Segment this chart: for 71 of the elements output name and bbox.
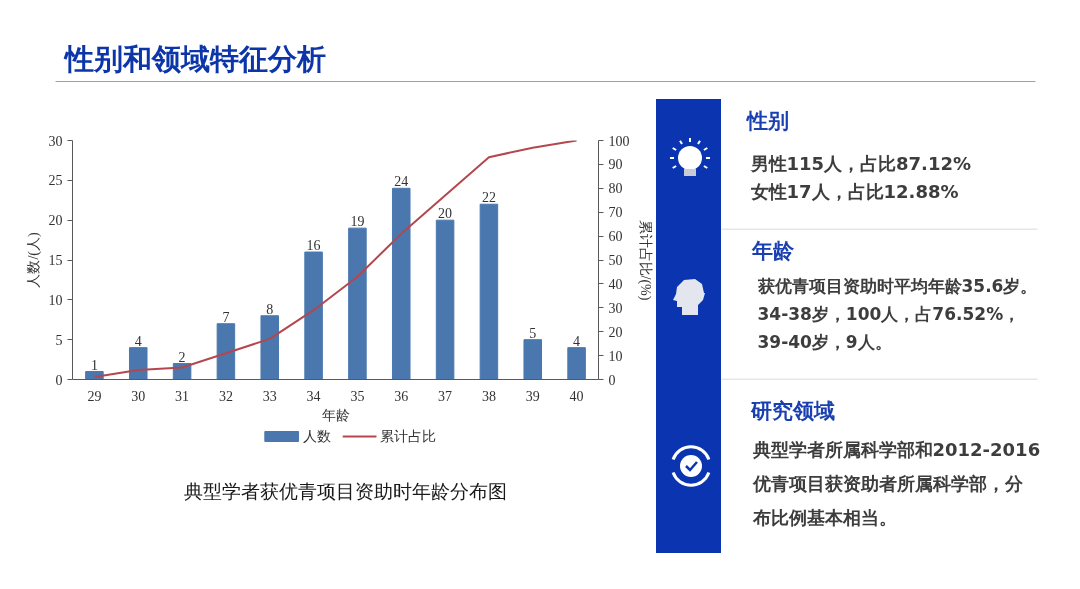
- text: 研究领域: [749, 398, 835, 423]
- y-tick-label: 0: [55, 372, 63, 388]
- y-tick-label: 10: [48, 292, 63, 308]
- text: 女性17人，占比12.88%: [749, 181, 959, 202]
- data-label: 22: [481, 190, 496, 206]
- x-tick-label: 29: [87, 388, 102, 404]
- text: 男性115人，占比87.12%: [749, 153, 972, 174]
- y2-tick-label: 40: [608, 276, 623, 292]
- data-label: 19: [350, 214, 365, 230]
- y2-tick-label: 90: [608, 157, 623, 173]
- text: 34-38岁，100人，占76.52%，: [757, 303, 1021, 324]
- bar: [435, 219, 455, 380]
- data-label: 8: [266, 301, 274, 317]
- y2-tick-label: 60: [608, 229, 623, 245]
- bar: [128, 347, 148, 380]
- bar: [567, 347, 586, 380]
- x-tick-label: 32: [218, 388, 233, 404]
- bar: [479, 203, 499, 380]
- x-tick-label: 31: [175, 388, 190, 404]
- y2-axis-title: 累计占比/(%): [636, 219, 653, 301]
- y-tick-label: 20: [48, 213, 63, 229]
- y-tick-label: 30: [48, 133, 63, 149]
- y2-tick-label: 50: [608, 253, 623, 268]
- y-tick-label: 15: [48, 253, 63, 268]
- bar: [391, 187, 411, 380]
- text: 优青项目获资助者所属科学部，分: [751, 473, 1024, 494]
- y2-tick-label: 30: [608, 300, 623, 316]
- x-tick-label: 37: [438, 388, 453, 404]
- y2-tick-label: 20: [608, 324, 623, 340]
- text: 性别: [744, 108, 789, 133]
- x-tick-label: 38: [481, 388, 496, 404]
- x-tick-label: 33: [262, 388, 277, 404]
- line-series: [93, 140, 578, 379]
- text: 39-40岁，9人。: [757, 331, 892, 352]
- y2-tick-label: 0: [608, 372, 616, 388]
- text: 典型学者获优青项目资助时年龄分布图: [183, 479, 507, 502]
- x-tick-label: 34: [306, 388, 321, 404]
- data-label: 1: [90, 357, 98, 373]
- y2-tick-label: 80: [608, 181, 623, 197]
- data-label: 5: [529, 325, 537, 341]
- x-tick-label: 36: [394, 388, 409, 404]
- data-label: 4: [134, 333, 142, 349]
- bar: [523, 339, 543, 380]
- y-axis-title: 人数/(人): [25, 232, 42, 288]
- y2-tick-label: 100: [608, 133, 630, 149]
- x-tick-label: 40: [569, 388, 584, 404]
- legend-label: 累计占比: [380, 429, 437, 444]
- data-label: 24: [394, 174, 409, 190]
- y-tick-label: 5: [55, 332, 63, 348]
- data-label: 4: [573, 333, 581, 349]
- y2-tick-label: 10: [608, 348, 623, 364]
- data-label: 20: [438, 206, 453, 222]
- text: 布比例基本相当。: [751, 507, 897, 528]
- text: 典型学者所属科学部和2012-2016: [751, 439, 1041, 460]
- text: 年龄: [750, 238, 795, 263]
- x-tick-label: 30: [131, 388, 146, 404]
- legend-label: 人数: [302, 429, 331, 444]
- bar: [304, 251, 323, 380]
- x-axis-title: 年龄: [321, 407, 350, 423]
- y-tick-label: 25: [48, 173, 63, 189]
- data-label: 7: [222, 309, 230, 325]
- bar: [348, 227, 367, 380]
- bar: [216, 323, 236, 380]
- text: 获优青项目资助时平均年龄35.6岁。: [756, 275, 1038, 296]
- x-tick-label: 39: [525, 388, 540, 404]
- data-label: 16: [306, 238, 321, 254]
- chart-title: 性别和领域特征分析: [62, 41, 326, 76]
- bar: [260, 315, 280, 380]
- data-label: 2: [178, 349, 186, 365]
- x-tick-label: 35: [350, 388, 365, 404]
- y2-tick-label: 70: [608, 205, 623, 221]
